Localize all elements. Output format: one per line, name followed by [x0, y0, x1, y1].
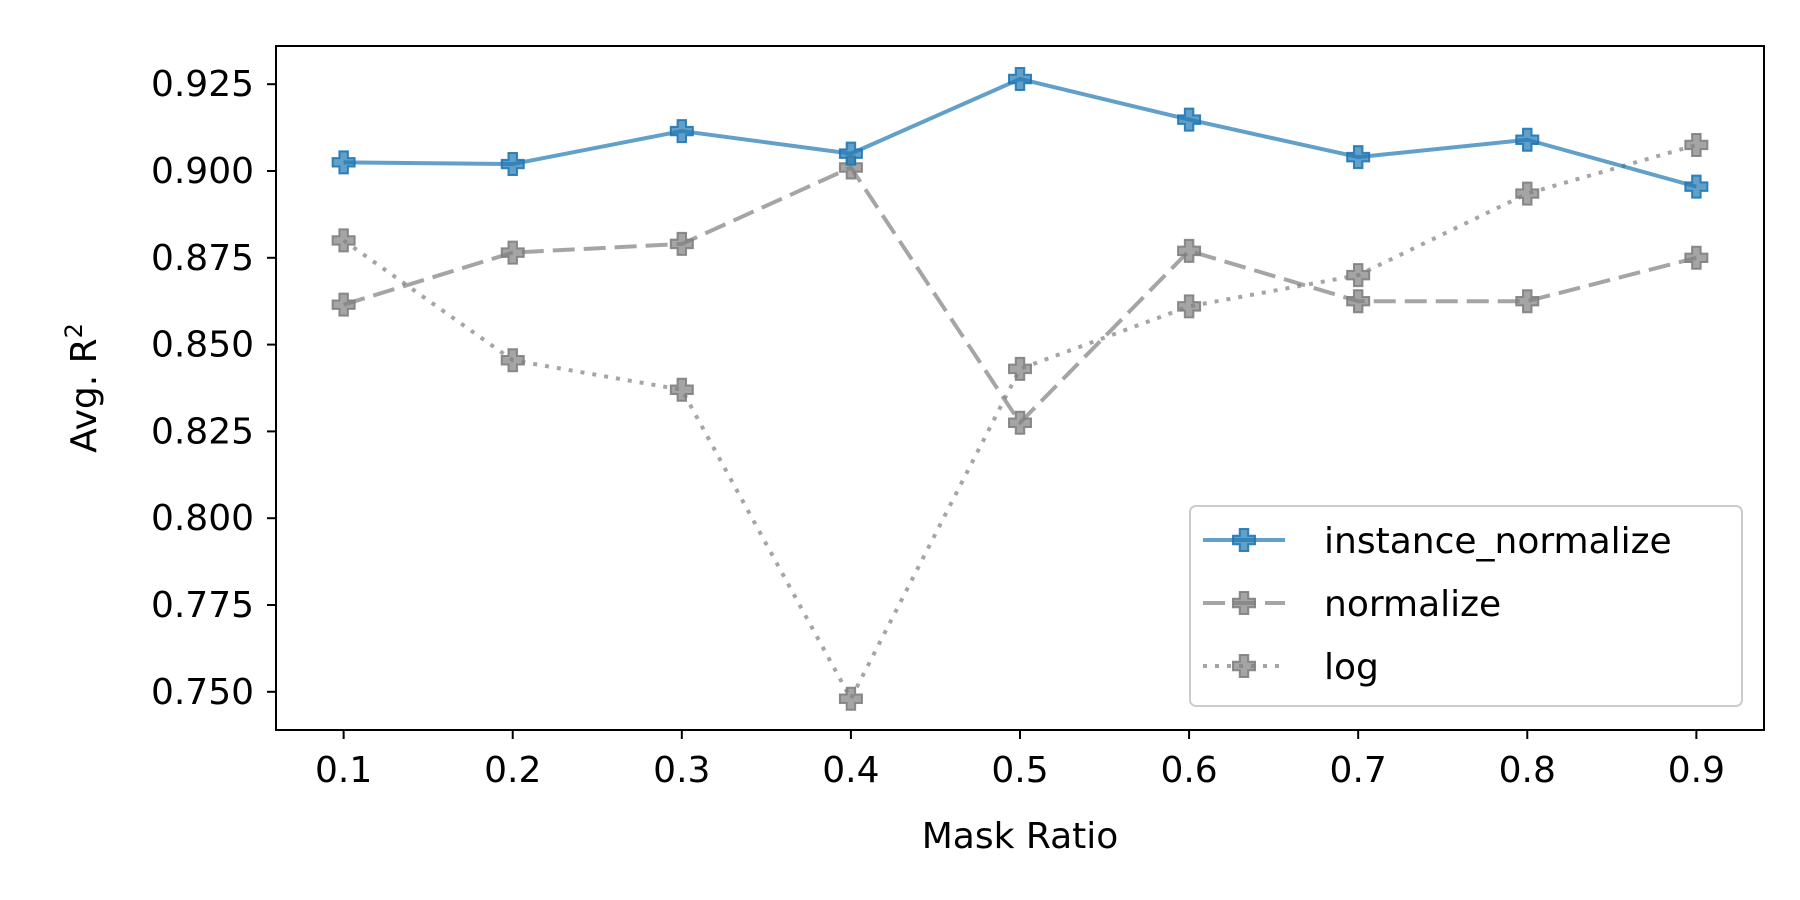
- x-tick-label: 0.1: [315, 750, 372, 791]
- legend-marker-normalize: [1232, 591, 1256, 615]
- y-tick-label: 0.925: [151, 64, 254, 105]
- x-tick-label: 0.8: [1499, 750, 1556, 791]
- y-tick-label: 0.825: [151, 411, 254, 452]
- data-point-normalize: [331, 292, 356, 317]
- data-point-normalize: [1177, 238, 1202, 263]
- x-tick-label: 0.5: [991, 750, 1048, 791]
- legend-label-normalize: normalize: [1324, 584, 1501, 625]
- data-point-normalize: [1515, 289, 1540, 314]
- x-tick-label: 0.2: [484, 750, 541, 791]
- y-axis-title-superscript: 2: [60, 323, 88, 338]
- x-tick-label: 0.9: [1668, 750, 1725, 791]
- x-tick-label: 0.7: [1330, 750, 1387, 791]
- data-point-log: [1515, 181, 1540, 206]
- data-point-instance-normalize: [331, 150, 356, 175]
- data-point-instance-normalize: [1684, 174, 1709, 199]
- data-point-normalize: [669, 231, 694, 256]
- data-point-normalize: [1346, 289, 1371, 314]
- data-point-normalize: [1684, 245, 1709, 270]
- data-point-log: [331, 228, 356, 253]
- y-axis-title: Avg. R2: [60, 323, 105, 453]
- series-line-log: [342, 143, 1697, 701]
- legend-label-log: log: [1324, 647, 1379, 688]
- y-tick-label: 0.850: [151, 325, 254, 366]
- data-point-instance-normalize: [1008, 66, 1032, 91]
- data-point-instance-normalize: [669, 119, 694, 144]
- data-point-instance-normalize: [838, 141, 863, 166]
- data-point-instance-normalize: [1346, 145, 1371, 170]
- x-tick-label: 0.6: [1160, 750, 1217, 791]
- data-point-normalize: [500, 240, 525, 265]
- data-point-log: [669, 377, 694, 402]
- series-layer: [331, 66, 1709, 711]
- y-tick-label: 0.900: [151, 151, 254, 192]
- x-axis-title: Mask Ratio: [922, 816, 1119, 857]
- legend-marker-log: [1232, 654, 1256, 678]
- data-point-normalize: [1008, 410, 1032, 435]
- legend-label-instance-normalize: instance_normalize: [1324, 521, 1672, 562]
- data-point-log: [838, 686, 863, 711]
- y-tick-label: 0.750: [151, 672, 254, 713]
- data-point-instance-normalize: [500, 152, 525, 177]
- data-point-instance-normalize: [1177, 107, 1202, 132]
- y-tick-label: 0.875: [151, 238, 254, 279]
- series-normalize: [331, 155, 1709, 435]
- y-axis: 0.750 0.775 0.800 0.825 0.850 0.875 0.900 0.925: [151, 64, 276, 713]
- series-instance-normalize: [331, 66, 1709, 199]
- x-tick-label: 0.3: [653, 750, 710, 791]
- data-point-log: [500, 348, 525, 373]
- legend: instance_normalize normalize log: [1189, 505, 1743, 707]
- data-point-instance-normalize: [1515, 127, 1540, 152]
- data-point-log: [1177, 294, 1202, 319]
- y-axis-title-main: Avg. R: [64, 338, 105, 453]
- y-tick-label: 0.775: [151, 585, 254, 626]
- data-point-log: [1008, 356, 1032, 381]
- series-log: [331, 132, 1709, 711]
- y-tick-label: 0.800: [151, 498, 254, 539]
- x-tick-label: 0.4: [822, 750, 879, 791]
- data-point-log: [1684, 132, 1709, 157]
- legend-frame: [1189, 505, 1743, 707]
- data-point-log: [1346, 263, 1371, 288]
- x-axis: 0.1 0.2 0.3 0.4 0.5 0.6 0.7 0.8 0.9: [315, 730, 1725, 791]
- legend-marker-instance-normalize: [1232, 528, 1256, 552]
